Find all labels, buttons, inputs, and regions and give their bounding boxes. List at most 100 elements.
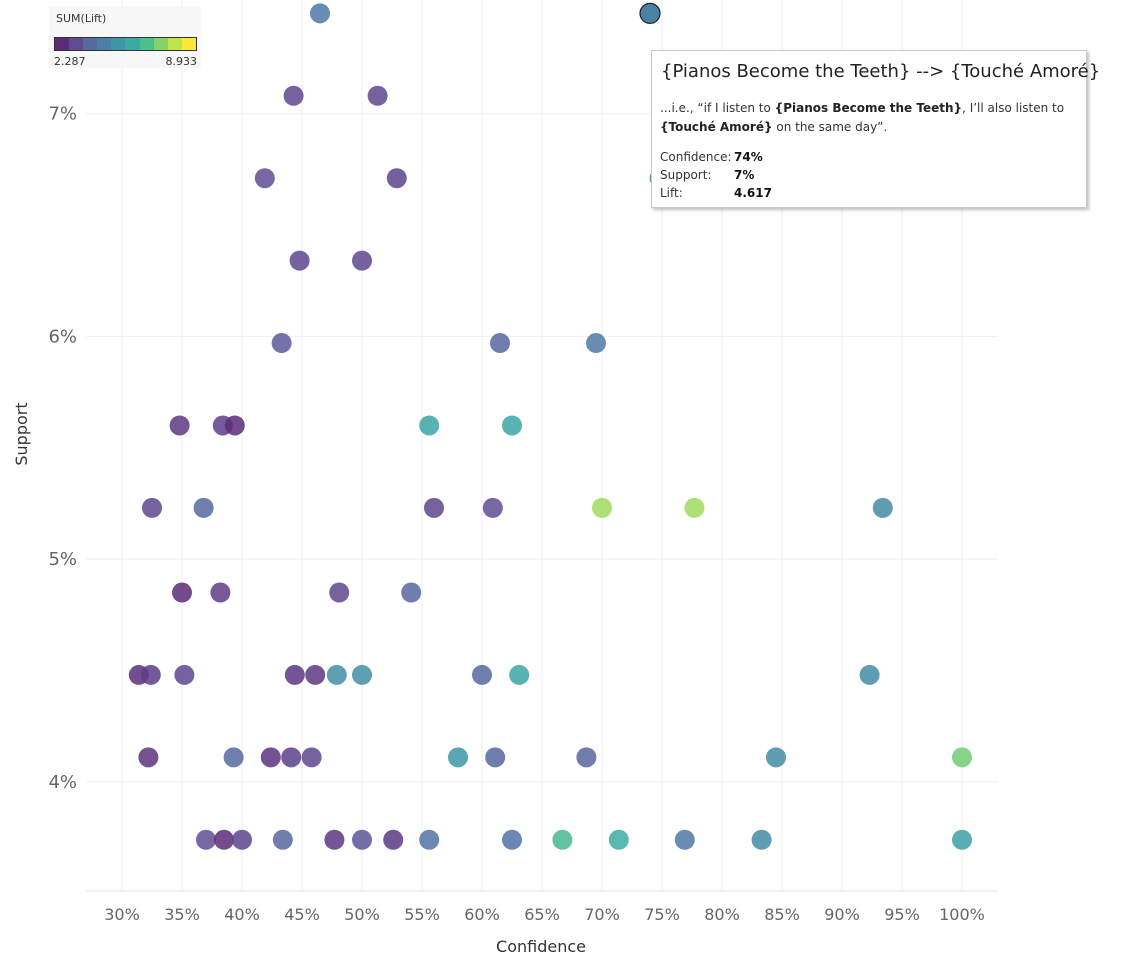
- data-point[interactable]: [210, 582, 231, 603]
- data-point[interactable]: [284, 664, 305, 685]
- y-axis-title: Support: [12, 402, 31, 465]
- data-point[interactable]: [352, 829, 372, 850]
- legend-max-label: 8.933: [165, 55, 198, 68]
- data-point[interactable]: [367, 85, 388, 106]
- data-point[interactable]: [490, 333, 510, 354]
- x-tick-label: 85%: [764, 905, 800, 924]
- data-point[interactable]: [172, 582, 192, 603]
- data-point[interactable]: [472, 664, 492, 685]
- x-tick-label: 75%: [644, 905, 680, 924]
- x-tick-label: 70%: [584, 905, 620, 924]
- x-tick-label: 40%: [224, 905, 260, 924]
- data-point[interactable]: [310, 3, 330, 24]
- selected-data-point[interactable]: [639, 2, 661, 24]
- data-point[interactable]: [485, 747, 506, 768]
- data-point[interactable]: [424, 497, 444, 518]
- data-point[interactable]: [383, 829, 404, 850]
- data-point[interactable]: [751, 829, 772, 850]
- data-point[interactable]: [674, 829, 695, 850]
- tooltip-antecedent: {Pianos Become the Teeth}: [774, 101, 963, 115]
- tooltip-desc-middle: , I’ll also listen to: [962, 101, 1065, 115]
- legend-color-ramp: [54, 37, 197, 51]
- data-point[interactable]: [193, 497, 214, 518]
- legend-title: SUM(Lift): [56, 12, 107, 25]
- data-point[interactable]: [283, 85, 304, 106]
- data-point[interactable]: [326, 664, 347, 685]
- x-tick-label: 30%: [104, 905, 140, 924]
- x-tick-label: 50%: [344, 905, 380, 924]
- data-point[interactable]: [352, 664, 372, 685]
- x-tick-label: 55%: [404, 905, 440, 924]
- tooltip-lift-value: 4.617: [734, 186, 772, 200]
- data-point[interactable]: [482, 497, 503, 518]
- tooltip-support-value: 7%: [734, 168, 755, 182]
- x-tick-label: 35%: [164, 905, 200, 924]
- data-point[interactable]: [576, 747, 597, 768]
- axes: 30% 35% 40% 45% 50% 55% 60% 65% 70% 75% 80% 85% 90% 9…: [48, 104, 998, 924]
- data-point[interactable]: [138, 747, 159, 768]
- x-tick-label: 100%: [939, 905, 985, 924]
- data-point[interactable]: [608, 829, 629, 850]
- data-point[interactable]: [509, 664, 530, 685]
- data-point[interactable]: [329, 582, 350, 603]
- data-point[interactable]: [419, 829, 440, 850]
- tooltip-description: ...i.e., “if I listen to {Pianos Become …: [660, 99, 1080, 137]
- data-point[interactable]: [386, 168, 407, 189]
- data-point[interactable]: [419, 415, 440, 436]
- data-point[interactable]: [196, 829, 216, 850]
- data-point[interactable]: [272, 829, 293, 850]
- data-point[interactable]: [859, 664, 880, 685]
- data-point[interactable]: [324, 829, 345, 850]
- data-point[interactable]: [592, 497, 612, 518]
- data-point[interactable]: [301, 747, 322, 768]
- data-point[interactable]: [502, 415, 522, 436]
- legend-ramp-swatch: [97, 38, 112, 50]
- legend-ramp-swatch: [69, 38, 84, 50]
- data-point[interactable]: [281, 747, 302, 768]
- data-point[interactable]: [140, 664, 161, 685]
- data-point[interactable]: [872, 497, 893, 518]
- data-point[interactable]: [174, 664, 195, 685]
- data-point[interactable]: [289, 250, 310, 271]
- data-point[interactable]: [169, 415, 190, 436]
- data-point[interactable]: [448, 747, 468, 768]
- x-tick-label: 65%: [524, 905, 560, 924]
- legend-ramp-swatch: [125, 38, 140, 50]
- tooltip-confidence-label: Confidence:: [660, 150, 732, 164]
- x-tick-label: 80%: [704, 905, 740, 924]
- data-point[interactable]: [305, 664, 326, 685]
- tooltip-confidence-value: 74%: [734, 150, 763, 164]
- data-point[interactable]: [223, 747, 244, 768]
- legend-min-label: 2.287: [54, 55, 86, 68]
- tooltip-desc-prefix: ...i.e., “if I listen to: [660, 101, 775, 115]
- tooltip-lift-row: Lift: 4.617: [660, 186, 772, 200]
- data-point[interactable]: [586, 333, 606, 354]
- x-tick-label: 60%: [464, 905, 500, 924]
- tooltip-desc-suffix: on the same day”.: [772, 120, 888, 134]
- data-point[interactable]: [401, 582, 422, 603]
- data-point[interactable]: [254, 168, 275, 189]
- x-tick-label: 45%: [284, 905, 320, 924]
- legend-ramp-swatch: [55, 38, 70, 50]
- data-point[interactable]: [142, 497, 162, 518]
- data-point[interactable]: [552, 829, 573, 850]
- legend-ramp-swatch: [111, 38, 126, 50]
- tooltip-support-label: Support:: [660, 168, 712, 182]
- data-point[interactable]: [766, 747, 786, 768]
- data-point[interactable]: [352, 250, 372, 271]
- data-point[interactable]: [271, 333, 292, 354]
- tooltip-support-row: Support: 7%: [660, 168, 754, 182]
- data-point[interactable]: [224, 415, 245, 436]
- data-points: [128, 2, 972, 850]
- data-point[interactable]: [232, 829, 252, 850]
- y-tick-label: 4%: [48, 772, 77, 793]
- data-point[interactable]: [952, 829, 972, 850]
- data-point[interactable]: [260, 747, 281, 768]
- data-point[interactable]: [952, 747, 972, 768]
- data-point[interactable]: [684, 497, 705, 518]
- y-tick-label: 6%: [48, 326, 77, 347]
- data-point[interactable]: [214, 829, 234, 850]
- data-point[interactable]: [502, 829, 522, 850]
- legend-ramp-swatch: [167, 38, 182, 50]
- legend-ramp-swatch: [139, 38, 154, 50]
